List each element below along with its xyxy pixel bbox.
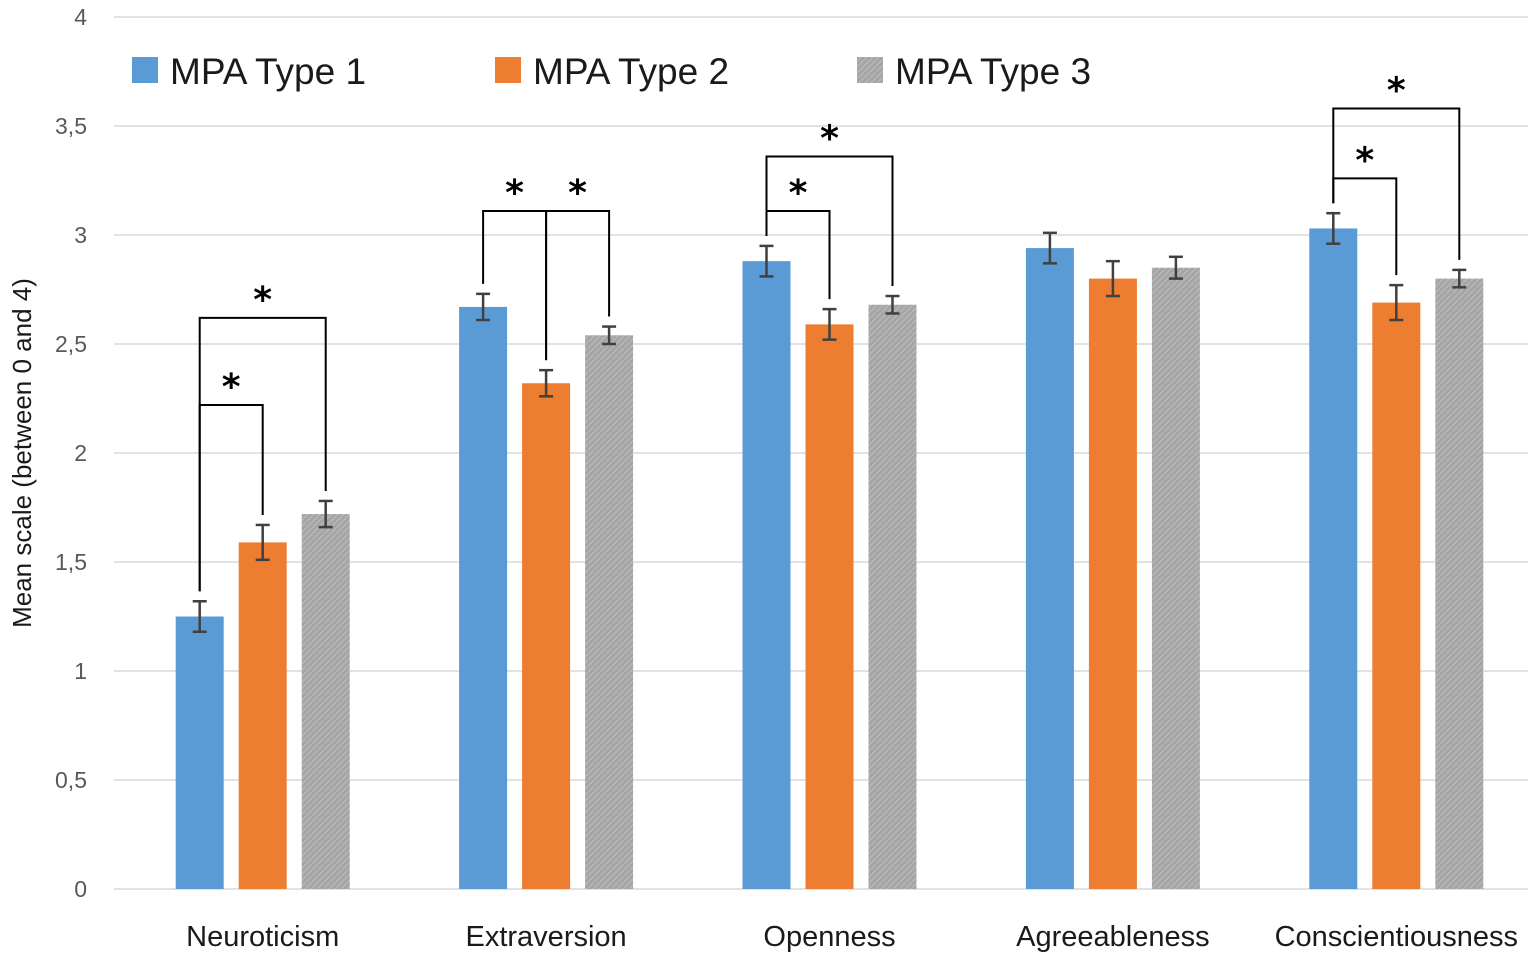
significance-bracket	[545, 210, 611, 361]
x-axis-labels: Neuroticism Extraversion Openness Agreeable…	[186, 921, 1518, 953]
significance-bracket	[765, 155, 894, 287]
bar-mpa-type-3	[301, 514, 350, 889]
legend-swatch	[857, 57, 883, 83]
significance-star: *	[789, 173, 808, 214]
bar-mpa-type-3	[1151, 267, 1200, 889]
significance-bracket	[198, 316, 327, 592]
y-tick-label: 3,5	[55, 113, 87, 139]
x-tick-label: Extraversion	[466, 921, 627, 953]
bar-mpa-type-2	[805, 324, 854, 889]
y-axis-title: Mean scale (between 0 and 4)	[7, 278, 37, 628]
bar-mpa-type-3	[868, 304, 917, 889]
significance-bracket	[1332, 107, 1461, 260]
legend-swatch	[495, 57, 521, 83]
x-tick-label: Neuroticism	[186, 921, 339, 953]
legend-label: MPA Type 1	[170, 51, 366, 92]
y-tick-label: 1	[74, 658, 87, 684]
bar-mpa-type-3	[585, 335, 634, 889]
significance-star: *	[505, 173, 524, 214]
y-tick-label: 2	[74, 440, 87, 466]
error-bars	[192, 211, 1467, 634]
significance-star: *	[222, 367, 241, 408]
y-tick-label: 0	[74, 876, 87, 902]
x-tick-label: Conscientiousness	[1275, 921, 1518, 953]
legend-label: MPA Type 3	[895, 51, 1091, 92]
bar-mpa-type-3	[1435, 278, 1484, 890]
y-axis-ticks: 0 0,5 1 1,5 2 2,5 3 3,5 4	[55, 4, 87, 902]
bar-mpa-type-1	[175, 616, 224, 889]
bar-mpa-type-2	[238, 542, 287, 889]
bar-mpa-type-2	[1372, 302, 1421, 890]
significance-star: *	[253, 280, 272, 321]
x-tick-label: Agreeableness	[1016, 921, 1209, 953]
y-tick-label: 1,5	[55, 549, 87, 575]
bar-mpa-type-1	[1025, 248, 1074, 889]
y-tick-label: 0,5	[55, 767, 87, 793]
y-tick-label: 4	[74, 4, 87, 30]
legend-swatch	[132, 57, 158, 83]
x-tick-label: Openness	[763, 921, 895, 953]
bar-mpa-type-1	[742, 261, 791, 889]
legend-label: MPA Type 2	[533, 51, 729, 92]
bar-mpa-type-1	[459, 306, 508, 889]
significance-star: *	[1387, 71, 1406, 112]
bars	[175, 228, 1484, 890]
significance-star: *	[1355, 140, 1374, 181]
bar-mpa-type-1	[1309, 228, 1358, 889]
significance-star: *	[820, 119, 839, 160]
bar-mpa-type-2	[522, 383, 571, 889]
y-tick-label: 2,5	[55, 331, 87, 357]
significance-star: *	[568, 173, 587, 214]
bar-mpa-type-2	[1088, 278, 1137, 890]
significance-brackets: * * * * * * * *	[198, 71, 1461, 592]
y-tick-label: 3	[74, 222, 87, 248]
legend: MPA Type 1 MPA Type 2 MPA Type 3	[132, 51, 1091, 92]
